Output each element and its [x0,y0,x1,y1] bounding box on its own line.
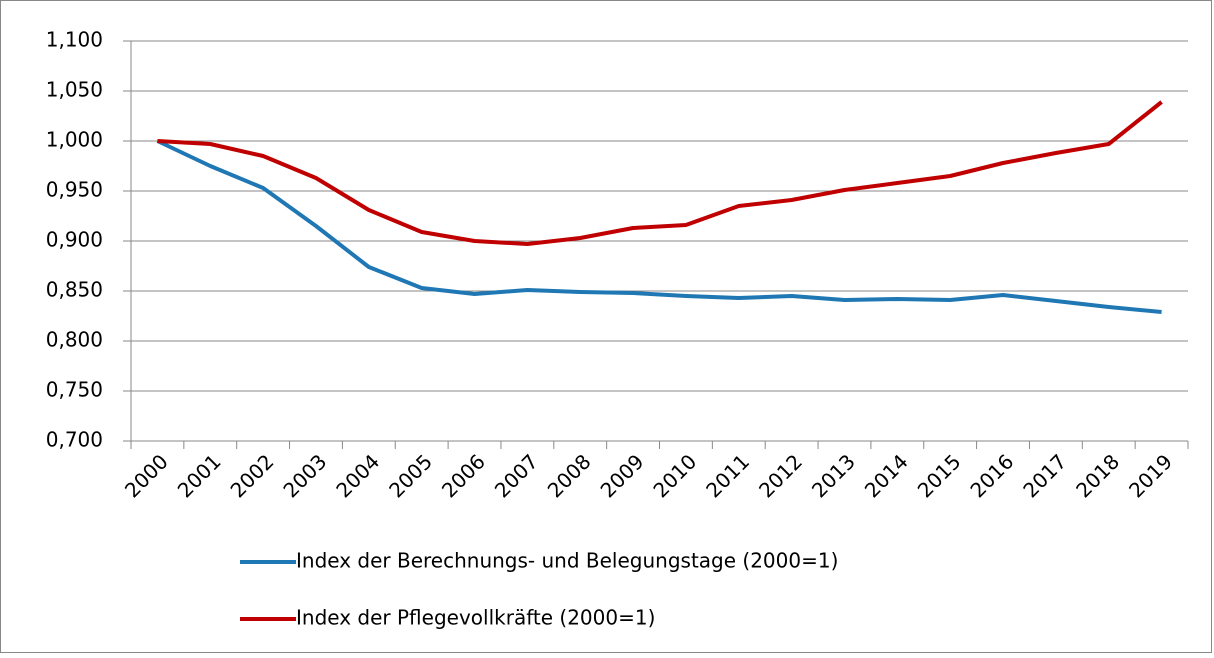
legend-label: Index der Berechnungs- und Belegungstage… [296,549,838,573]
y-tick-label: 0,700 [46,428,103,452]
y-tick-label: 0,750 [46,378,103,402]
y-tick-label: 1,100 [46,28,103,52]
y-tick-label: 0,950 [46,178,103,202]
line-series [157,100,1163,246]
y-tick-label: 1,000 [46,128,103,152]
y-tick-label: 0,900 [46,228,103,252]
line-series [156,139,1162,314]
y-tick-label: 0,800 [46,328,103,352]
legend-label: Index der Pflegevollkräfte (2000=1) [296,606,655,630]
y-tick-label: 1,050 [46,78,103,102]
y-tick-label: 0,850 [46,278,103,302]
